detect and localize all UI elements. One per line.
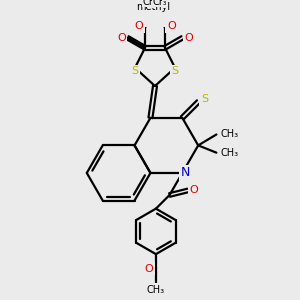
Text: O: O [190,185,199,196]
Text: O: O [184,33,193,43]
Text: O: O [144,264,153,274]
Text: ₃: ₃ [152,0,155,8]
Text: CH: CH [142,0,156,7]
Text: S: S [201,94,208,104]
Text: O: O [117,33,126,43]
Text: CH₃: CH₃ [220,130,238,140]
Text: S: S [131,67,139,76]
Text: ₃: ₃ [162,0,166,8]
Text: CH₃: CH₃ [147,285,165,295]
Text: CH: CH [152,0,167,7]
Text: N: N [180,167,190,179]
Text: O: O [167,21,176,31]
Text: methyl: methyl [136,2,170,12]
Text: CH₃: CH₃ [220,148,238,158]
Text: S: S [171,67,178,76]
Text: O: O [134,21,143,31]
